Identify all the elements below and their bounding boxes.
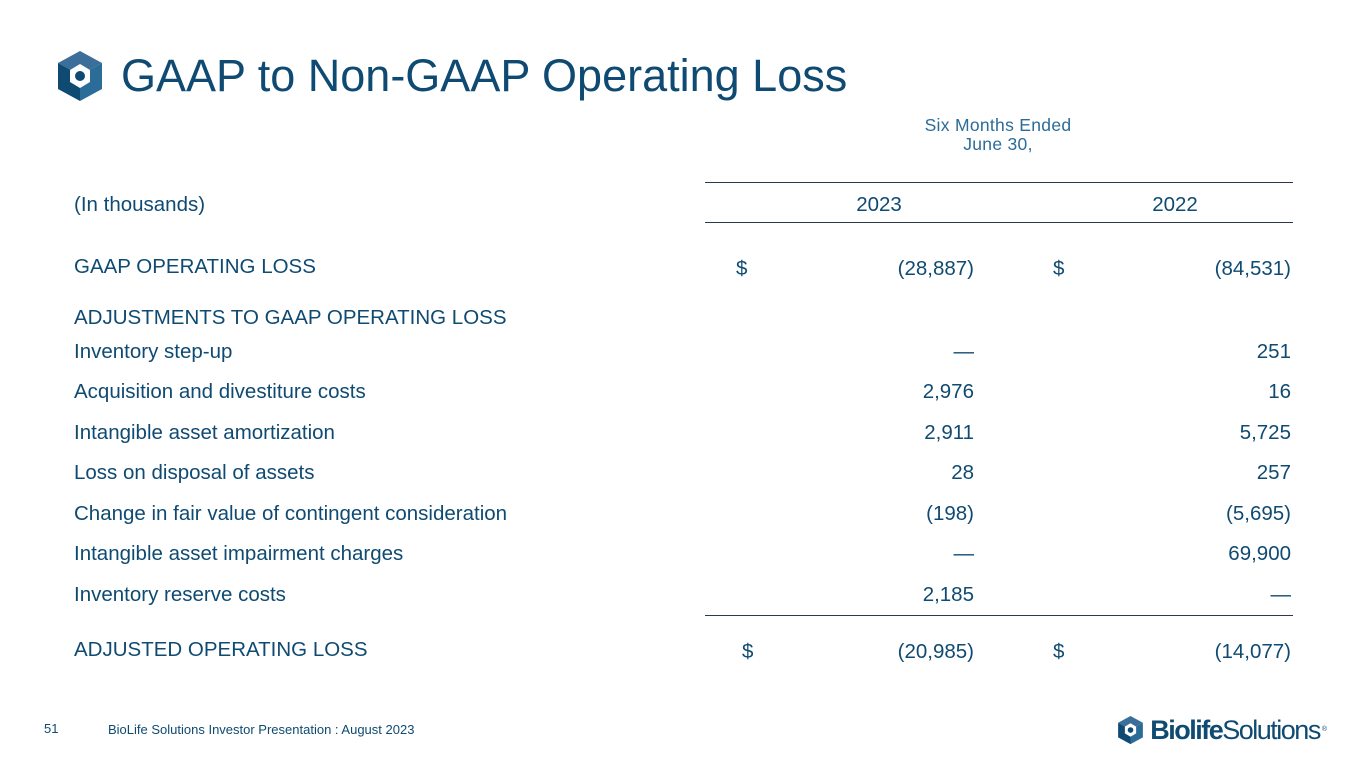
table-top-rule (705, 182, 1293, 183)
brand-mark-icon (1118, 715, 1144, 745)
page-title: GAAP to Non-GAAP Operating Loss (121, 50, 848, 101)
value-2022: (5,695) (1226, 502, 1291, 525)
currency-symbol: $ (742, 640, 754, 663)
value-2022: 16 (1268, 380, 1291, 403)
value-2023: (28,887) (897, 257, 974, 280)
row-label: ADJUSTED OPERATING LOSS (74, 638, 368, 661)
row-label: Change in fair value of contingent consi… (74, 502, 508, 525)
brand-wordmark: BiolifeSolutions ® (1150, 714, 1327, 746)
row-label: Intangible asset amortization (74, 421, 335, 444)
brand-word-1: Biolife (1150, 715, 1224, 745)
value-2022: (14,077) (1214, 640, 1291, 663)
row-label: Inventory reserve costs (74, 583, 286, 606)
row-label: Acquisition and divestiture costs (74, 380, 366, 403)
year-2022-header: 2022 (1152, 193, 1198, 216)
currency-symbol: $ (1053, 257, 1065, 280)
page-number: 51 (44, 721, 59, 736)
value-2023: 2,911 (924, 421, 974, 444)
value-2022: (84,531) (1214, 257, 1291, 280)
footer-text: BioLife Solutions Investor Presentation … (108, 722, 415, 737)
value-2023: (20,985) (897, 640, 974, 663)
value-2023: 2,976 (922, 380, 974, 403)
brand-logo: BiolifeSolutions ® (1117, 712, 1327, 748)
currency-symbol: $ (1053, 640, 1065, 663)
company-logo-icon (58, 51, 102, 101)
value-2023: 2,185 (922, 583, 974, 606)
registered-mark: ® (1321, 726, 1327, 733)
period-line-2: June 30, (963, 134, 1033, 154)
value-2022: 257 (1256, 461, 1291, 484)
year-2023-header: 2023 (856, 193, 902, 216)
header-bottom-rule (705, 222, 1293, 223)
value-2022: 5,725 (1239, 421, 1291, 444)
row-label: GAAP OPERATING LOSS (74, 255, 316, 278)
value-2023: 28 (951, 461, 974, 484)
value-2022: — (1270, 583, 1292, 606)
period-header: Six Months Ended June 30, (880, 116, 1116, 154)
row-label: Inventory step-up (74, 340, 233, 363)
row-label: Intangible asset impairment charges (74, 542, 404, 565)
value-2023: (198) (926, 502, 974, 525)
currency-symbol: $ (736, 257, 748, 280)
brand-word-2: Solutions (1222, 715, 1321, 745)
value-2022: 69,900 (1228, 542, 1291, 565)
value-2023: — (953, 340, 975, 363)
subtotal-rule (705, 615, 1293, 616)
units-label: (In thousands) (74, 193, 206, 216)
adjustments-header: ADJUSTMENTS TO GAAP OPERATING LOSS (74, 306, 507, 329)
value-2022: 251 (1256, 340, 1291, 363)
row-label: Loss on disposal of assets (74, 461, 315, 484)
value-2023: — (953, 542, 975, 565)
period-line-1: Six Months Ended (924, 115, 1072, 135)
